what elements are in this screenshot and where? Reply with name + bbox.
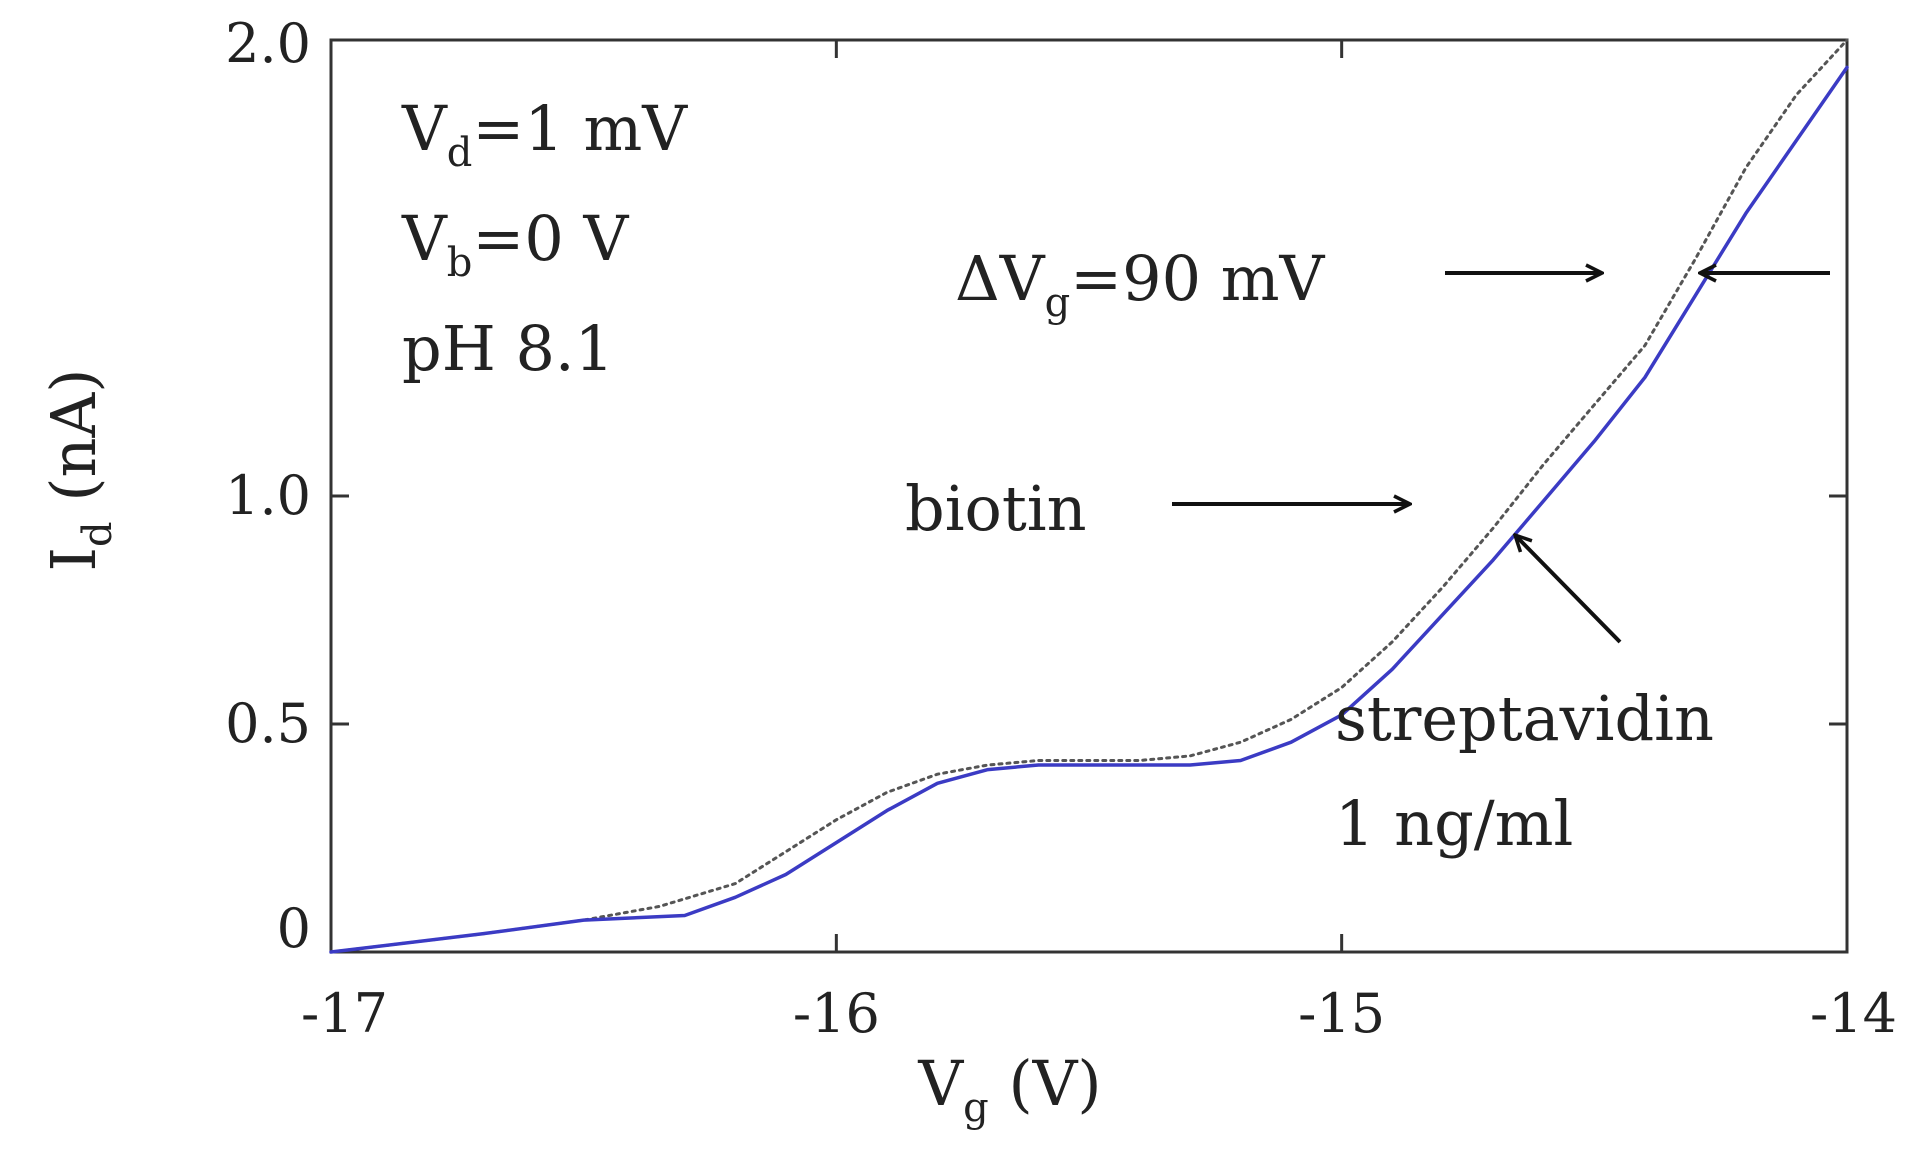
streptavidin-label: streptavidin xyxy=(1335,682,1714,755)
y-tick-label: 0 xyxy=(277,897,311,960)
x-axis-title: Vg (V) xyxy=(917,1047,1101,1131)
y-axis-ticks xyxy=(331,38,1847,954)
y-tick-label: 1.0 xyxy=(225,464,311,527)
delta-vg-label: ΔVg=90 mV xyxy=(955,242,1326,326)
streptavidin-series-line xyxy=(329,65,1849,954)
x-tick-label: -15 xyxy=(1298,982,1385,1045)
plot-frame xyxy=(329,38,1849,954)
series-layer xyxy=(329,38,1849,954)
y-axis-title: Id (nA) xyxy=(37,369,121,572)
condition-ph: pH 8.1 xyxy=(402,312,614,385)
y-tick-label: 2.0 xyxy=(225,12,311,75)
x-tick-label: -17 xyxy=(301,982,388,1045)
x-tick-label: -16 xyxy=(793,982,880,1045)
y-axis-tick-labels: 0 0.5 1.0 2.0 xyxy=(225,12,311,960)
condition-vb: Vb=0 V xyxy=(401,202,629,286)
x-tick-label: -14 xyxy=(1810,982,1897,1045)
biotin-series-line xyxy=(329,38,1849,954)
streptavidin-arrow xyxy=(1515,535,1622,644)
x-axis-ticks xyxy=(329,40,1849,952)
condition-vd: Vd=1 mV xyxy=(401,92,688,176)
x-axis-tick-labels: -17 -16 -15 -14 xyxy=(301,982,1897,1045)
streptavidin-concentration-label: 1 ng/ml xyxy=(1335,787,1573,860)
biotin-label: biotin xyxy=(905,472,1087,545)
y-tick-label: 0.5 xyxy=(225,692,311,755)
